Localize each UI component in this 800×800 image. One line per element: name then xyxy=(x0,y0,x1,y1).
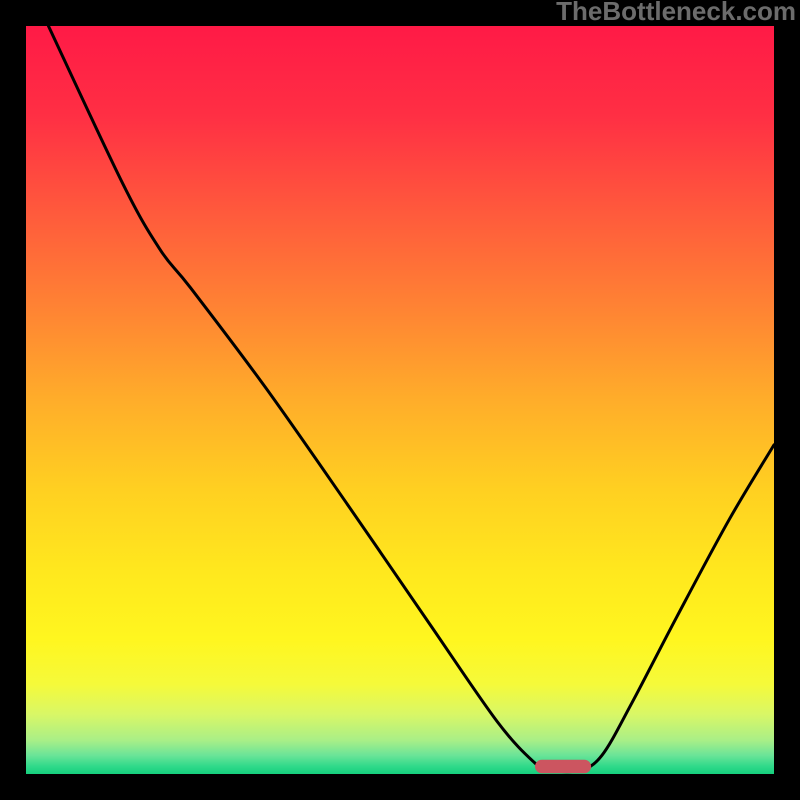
plot-area xyxy=(26,26,774,774)
optimal-marker xyxy=(535,760,591,773)
watermark-text: TheBottleneck.com xyxy=(556,0,796,27)
plot-svg xyxy=(26,26,774,774)
gradient-background xyxy=(26,26,774,774)
